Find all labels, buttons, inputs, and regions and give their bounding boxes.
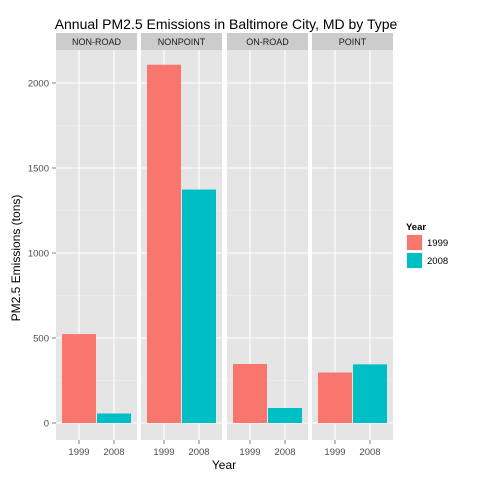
x-axis-title: Year [212,458,236,472]
x-tick-label: 1999 [153,447,174,458]
y-tick-label: 0 [44,419,49,430]
x-tick-label: 2008 [274,447,295,458]
bar-non-road-2008 [97,413,131,423]
bar-nonpoint-2008 [182,189,216,423]
legend-title: Year [406,222,426,233]
bar-point-2008 [353,364,387,423]
y-tick-label: 1500 [28,164,49,175]
facet-strip [227,33,308,50]
panel-point: POINT 1999 2008 [312,33,393,458]
facet-strip [56,33,137,50]
legend-label: 2008 [427,256,448,267]
facet-strip-label: ON-ROAD [246,37,289,47]
panel-non-road: NON-ROAD 1999 2008 [56,33,137,458]
legend-swatch-2008 [407,253,422,268]
bar-nonpoint-1999 [147,64,181,424]
x-tick-label: 2008 [103,447,124,458]
panel-nonpoint: NONPOINT 1999 2008 [141,33,222,458]
bar-on-road-2008 [268,407,302,423]
y-tick-label: 500 [33,334,49,345]
bar-on-road-1999 [233,364,267,423]
y-tick-label: 1000 [28,249,49,260]
legend-swatch-1999 [407,235,422,250]
bar-non-road-1999 [62,334,96,423]
legend-label: 1999 [427,238,448,249]
facet-strip [141,33,222,50]
y-axis-title: PM2.5 Emissions (tons) [9,195,23,322]
facet-strip-label: POINT [339,37,367,47]
facet-strip [312,33,393,50]
panel-on-road: ON-ROAD 1999 2008 [227,33,308,458]
bar-point-1999 [318,372,352,423]
x-tick-label: 2008 [359,447,380,458]
x-tick-label: 1999 [68,447,89,458]
y-tick-label: 2000 [28,79,49,90]
facet-strip-label: NON-ROAD [72,37,121,47]
x-tick-label: 2008 [188,447,209,458]
x-tick-label: 1999 [239,447,260,458]
chart-title: Annual PM2.5 Emissions in Baltimore City… [55,16,398,32]
facet-strip-label: NONPOINT [158,37,206,47]
x-tick-label: 1999 [324,447,345,458]
